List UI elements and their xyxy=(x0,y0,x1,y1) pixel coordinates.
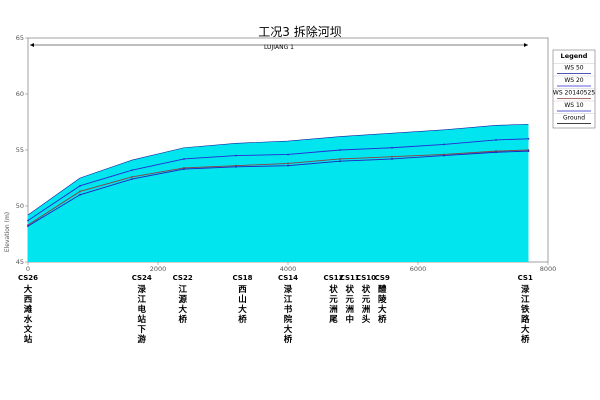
series-line-0 xyxy=(27,123,529,216)
legend-entry: Ground xyxy=(563,115,585,122)
data-point-1-10 xyxy=(527,137,530,140)
data-point-3-1 xyxy=(79,193,81,196)
cross-section-name: 西山大桥 xyxy=(238,285,247,325)
x-axis: 0 2000 4000 6000 8000 xyxy=(26,262,556,273)
y-tick-label: 50 xyxy=(16,202,24,210)
reach-arrow-right xyxy=(524,43,528,47)
data-point-2-5 xyxy=(287,162,289,165)
legend-entry: WS 50 xyxy=(564,65,583,72)
data-point-3-7 xyxy=(391,158,393,160)
cross-section-labels: CS26 大西滩水文站 CS24 渌江电站下游 CS22 江源大桥 CS18 西山大桥 CS14… xyxy=(18,274,533,345)
data-point-1-7 xyxy=(391,146,393,149)
x-tick-label: 2000 xyxy=(150,265,167,273)
cross-section-id: CS1 xyxy=(518,274,533,282)
y-tick-label: 60 xyxy=(16,90,24,98)
data-point-1-4 xyxy=(235,154,237,157)
data-point-3-5 xyxy=(287,164,289,167)
cross-section-name: 状元洲尾 xyxy=(328,284,338,325)
data-point-3-4 xyxy=(235,165,237,168)
data-point-1-8 xyxy=(443,143,445,146)
cross-section-id: CS18 xyxy=(232,274,252,282)
legend: Legend WS 50 WS 20 WS 20140525 WS 10 Ground xyxy=(552,49,596,129)
cross-section-name: 大西滩水文站 xyxy=(23,284,33,345)
cross-section-name: 醴陵大桥 xyxy=(378,284,387,325)
cross-section-name: 江源大桥 xyxy=(178,284,187,325)
data-point-1-1 xyxy=(79,184,81,187)
legend-box xyxy=(552,49,596,129)
reach-arrow-left xyxy=(30,43,34,47)
cross-section-name: 渌江书院大桥 xyxy=(284,284,293,345)
data-point-1-5 xyxy=(287,153,289,156)
cross-section-id: CS14 xyxy=(278,274,298,282)
data-point-1-9 xyxy=(495,139,497,141)
y-tick-label: 65 xyxy=(16,34,24,42)
cross-section-id: CS12 xyxy=(323,274,343,282)
data-point-2-6 xyxy=(339,158,341,160)
cross-section-id: CS22 xyxy=(173,274,193,282)
cross-section-id: CS26 xyxy=(18,274,38,282)
legend-entry: WS 20140525 xyxy=(553,90,595,97)
data-point-3-2 xyxy=(131,178,133,181)
y-axis-label: Elevation (m) xyxy=(4,212,11,252)
cross-section-id: CS24 xyxy=(132,274,152,282)
plot-area: LUJIANG 1 xyxy=(27,37,549,263)
data-point-2-1 xyxy=(79,190,81,193)
data-point-1-0 xyxy=(27,219,29,222)
water-fill-area xyxy=(28,124,529,263)
y-tick-label: 55 xyxy=(16,146,24,154)
data-point-1-3 xyxy=(183,158,185,160)
chart-title: 工况3 拆除河坝 xyxy=(258,24,341,39)
data-point-2-7 xyxy=(391,155,393,158)
cross-section-name: 状元洲中 xyxy=(345,284,354,325)
cross-section-name: 状元洲头 xyxy=(362,284,371,325)
x-tick-label: 0 xyxy=(26,265,30,273)
data-point-3-8 xyxy=(443,154,445,157)
data-point-2-2 xyxy=(131,175,133,178)
y-tick-label: 45 xyxy=(16,258,24,266)
legend-entry: WS 20 xyxy=(564,77,583,84)
data-point-1-2 xyxy=(131,169,133,172)
x-tick-label: 6000 xyxy=(410,265,427,273)
x-tick-label: 8000 xyxy=(540,265,557,273)
data-point-3-9 xyxy=(495,151,497,154)
river-name: LUJIANG 1 xyxy=(264,44,294,51)
data-point-3-6 xyxy=(339,160,341,163)
data-point-3-10 xyxy=(527,150,530,153)
y-axis: 45 50 55 60 65 xyxy=(16,34,28,266)
data-point-3-0 xyxy=(27,225,29,228)
cross-section-id: CS10 xyxy=(356,274,376,282)
cross-section-name: 渌江电站下游 xyxy=(137,284,146,345)
x-tick-label: 4000 xyxy=(280,265,297,273)
cross-section-id: CS9 xyxy=(375,274,390,282)
legend-title: Legend xyxy=(561,52,588,60)
cross-section-name: 渌江铁路大桥 xyxy=(521,284,530,345)
legend-entry: WS 10 xyxy=(564,102,583,109)
data-point-1-6 xyxy=(339,149,341,151)
cross-section-id: CS11 xyxy=(340,274,360,282)
data-point-3-3 xyxy=(183,168,185,170)
